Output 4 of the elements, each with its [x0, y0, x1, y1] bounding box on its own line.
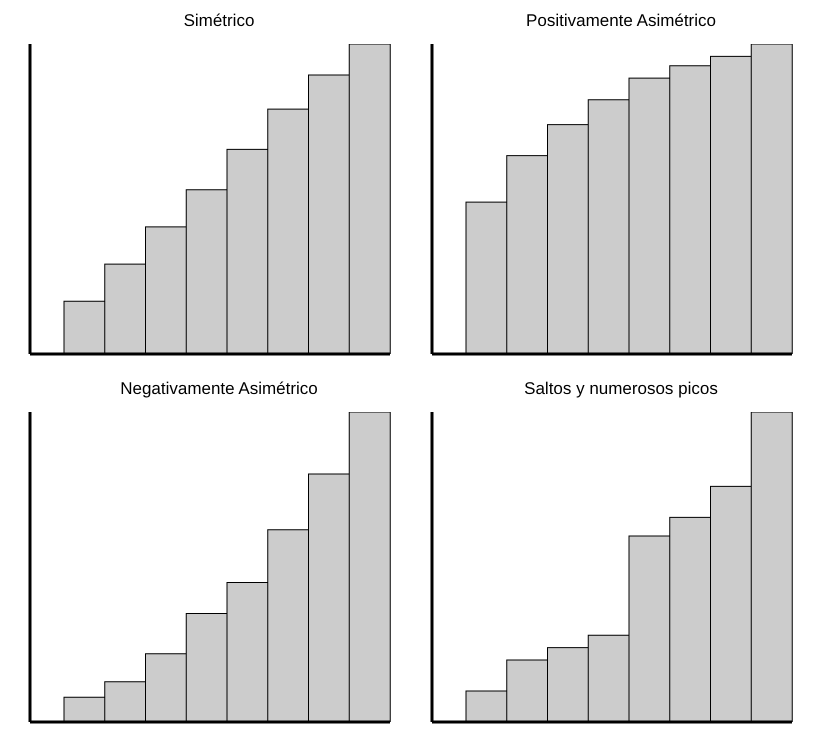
chart-title: Simétrico	[182, 10, 256, 32]
chart-title: Negativamente Asimétrico	[119, 378, 319, 400]
chart-title: Saltos y numerosos picos	[523, 378, 719, 400]
chart-title: Positivamente Asimétrico	[525, 10, 717, 32]
